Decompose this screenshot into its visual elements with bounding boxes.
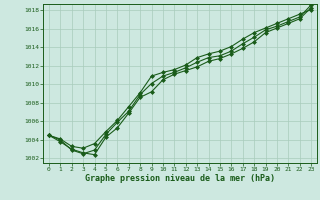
X-axis label: Graphe pression niveau de la mer (hPa): Graphe pression niveau de la mer (hPa) bbox=[85, 174, 275, 183]
